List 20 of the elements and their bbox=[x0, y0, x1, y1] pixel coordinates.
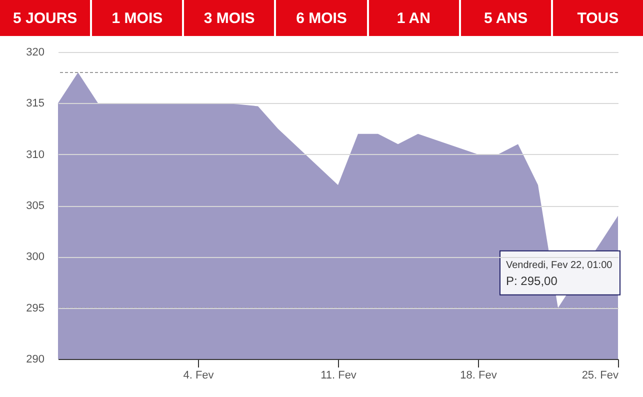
text: 1 MOIS bbox=[92, 0, 182, 36]
text: 1 AN bbox=[368, 0, 459, 36]
text: 6 MOIS bbox=[276, 0, 367, 36]
x-tick-label: 18. Fev bbox=[460, 370, 498, 382]
x-tick-label: 4. Fev bbox=[183, 370, 214, 382]
annotation: Vendredi, Fev 22, 01:00 bbox=[506, 260, 613, 271]
y-tick-label: 300 bbox=[26, 251, 44, 264]
text: 5 JOURS bbox=[0, 0, 90, 36]
x-tick-label: 11. Fev bbox=[320, 370, 357, 382]
y-tick-label: 290 bbox=[26, 354, 44, 366]
annotation: P: 295,00 bbox=[506, 274, 558, 288]
x-tick-label: 25. Fev bbox=[582, 370, 619, 382]
y-tick-label: 305 bbox=[26, 200, 44, 212]
y-tick-label: 295 bbox=[26, 302, 44, 314]
y-tick-label: 320 bbox=[26, 46, 44, 58]
text: TOUS bbox=[552, 0, 643, 36]
y-tick-label: 315 bbox=[26, 98, 44, 110]
text: 5 ANS bbox=[460, 0, 551, 36]
y-tick-label: 310 bbox=[26, 148, 44, 161]
text: 3 MOIS bbox=[184, 0, 274, 36]
